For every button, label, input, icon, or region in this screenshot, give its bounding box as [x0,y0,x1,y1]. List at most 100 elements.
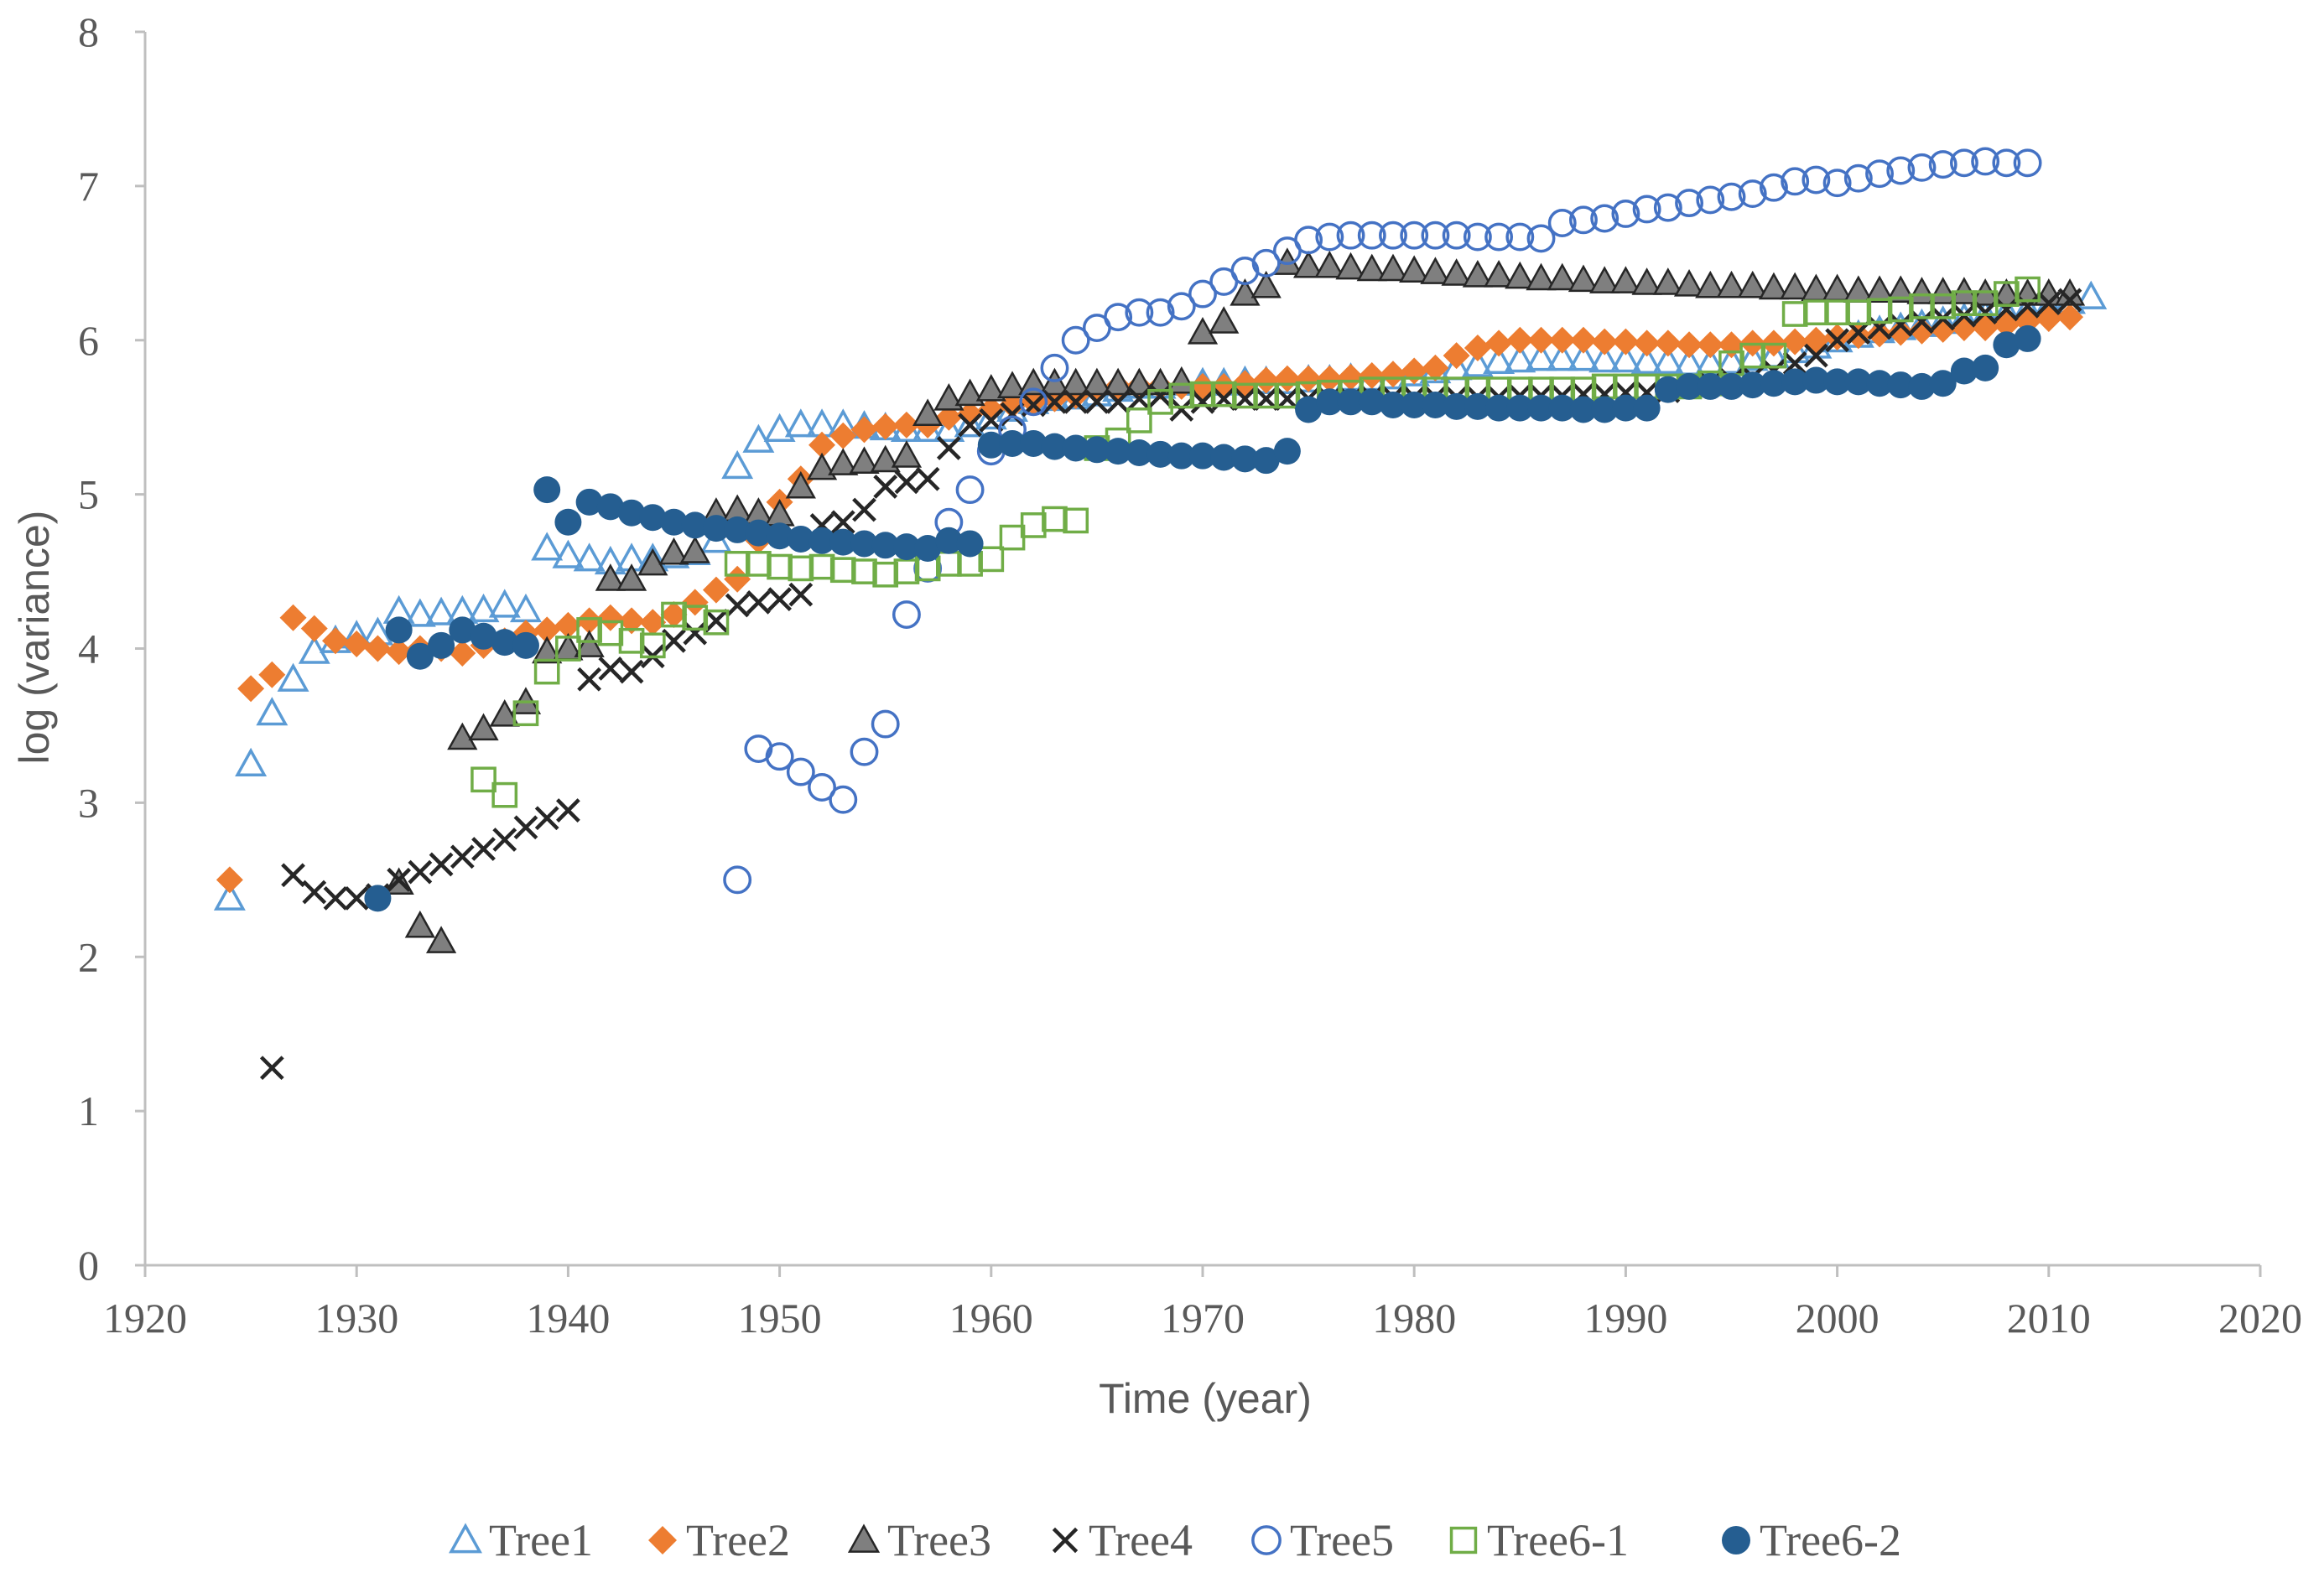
data-point [1865,159,1894,189]
data-point [531,532,564,561]
data-point [1888,312,1913,337]
data-point [1357,221,1386,250]
data-point [1124,367,1155,396]
data-point [870,444,901,473]
data-point [1379,221,1407,250]
data-point [555,636,581,662]
data-point [403,598,436,627]
y-tick-label: 5 [78,471,99,518]
data-point [554,611,582,639]
data-point [2013,148,2042,178]
data-point [892,411,920,439]
data-point [470,622,497,650]
data-point [1230,278,1261,306]
data-point [1716,270,1747,298]
data-point [406,642,434,670]
data-point [492,828,517,852]
data-point [999,391,1027,418]
data-point [1443,342,1470,370]
data-point [746,589,771,615]
data-point [873,475,898,499]
data-point [259,1056,284,1081]
data-point [830,510,855,535]
data-point [1781,328,1809,356]
data-point [534,806,559,831]
data-point [343,630,371,657]
data-point [1612,394,1640,422]
data-point [1169,397,1194,422]
data-point [428,631,455,659]
data-point [1569,205,1598,235]
data-point [787,525,814,553]
data-point [808,553,835,580]
data-point [1781,167,1810,196]
data-point [852,497,876,522]
data-point [1337,388,1365,416]
data-point [639,504,667,532]
data-point [1273,438,1301,465]
data-point [1993,331,2020,359]
data-point [1232,382,1258,409]
y-tick-label: 4 [78,625,99,672]
data-point [704,609,729,633]
data-point [767,587,792,612]
data-point [912,398,944,427]
data-point [364,885,392,912]
data-point [724,565,751,593]
data-point [1210,444,1238,471]
data-point [954,408,986,438]
data-point [1148,383,1172,408]
data-point [999,429,1027,457]
data-point [1062,434,1089,462]
data-point [2057,288,2082,313]
data-point [2015,293,2040,319]
data-point [1274,382,1301,409]
data-point [936,436,961,460]
data-point [1739,342,1766,369]
data-point [1104,303,1133,332]
data-point [1337,363,1365,391]
x-axis-label: Time (year) [1099,1375,1312,1422]
data-point [1060,367,1091,396]
data-point [639,632,666,659]
data-point [658,537,689,565]
data-point [1167,292,1196,321]
data-point [1654,376,1682,403]
data-point [703,609,730,636]
data-point [1567,342,1599,371]
data-point [1040,353,1069,382]
series-tree5 [723,147,2042,895]
data-point [1907,153,1937,182]
data-point [1125,298,1154,327]
data-point [1505,222,1535,252]
data-point [1063,389,1089,414]
data-point [1126,387,1152,412]
data-point [1950,357,1978,385]
data-point [1146,298,1175,327]
data-point [533,658,560,685]
data-point [1295,365,1323,392]
data-point [662,628,686,653]
data-point [1506,394,1534,422]
data-point [1484,222,1514,252]
data-point [660,601,688,629]
data-point [1422,354,1449,381]
data-point [1676,372,1703,400]
data-point [1630,345,1663,375]
data-point [955,475,985,505]
data-point [1972,354,1999,381]
data-point [323,885,348,911]
data-point [871,709,900,739]
data-point [1822,169,1852,198]
y-tick-label: 8 [78,8,99,55]
data-point [1651,345,1684,375]
data-point [1652,267,1683,295]
data-point [533,476,561,504]
data-point [2075,280,2108,309]
data-point [1485,330,1513,357]
data-point [1316,365,1344,392]
data-point [681,511,709,539]
data-point [1081,367,1113,396]
data-point [597,620,624,646]
data-point [1994,281,2020,307]
